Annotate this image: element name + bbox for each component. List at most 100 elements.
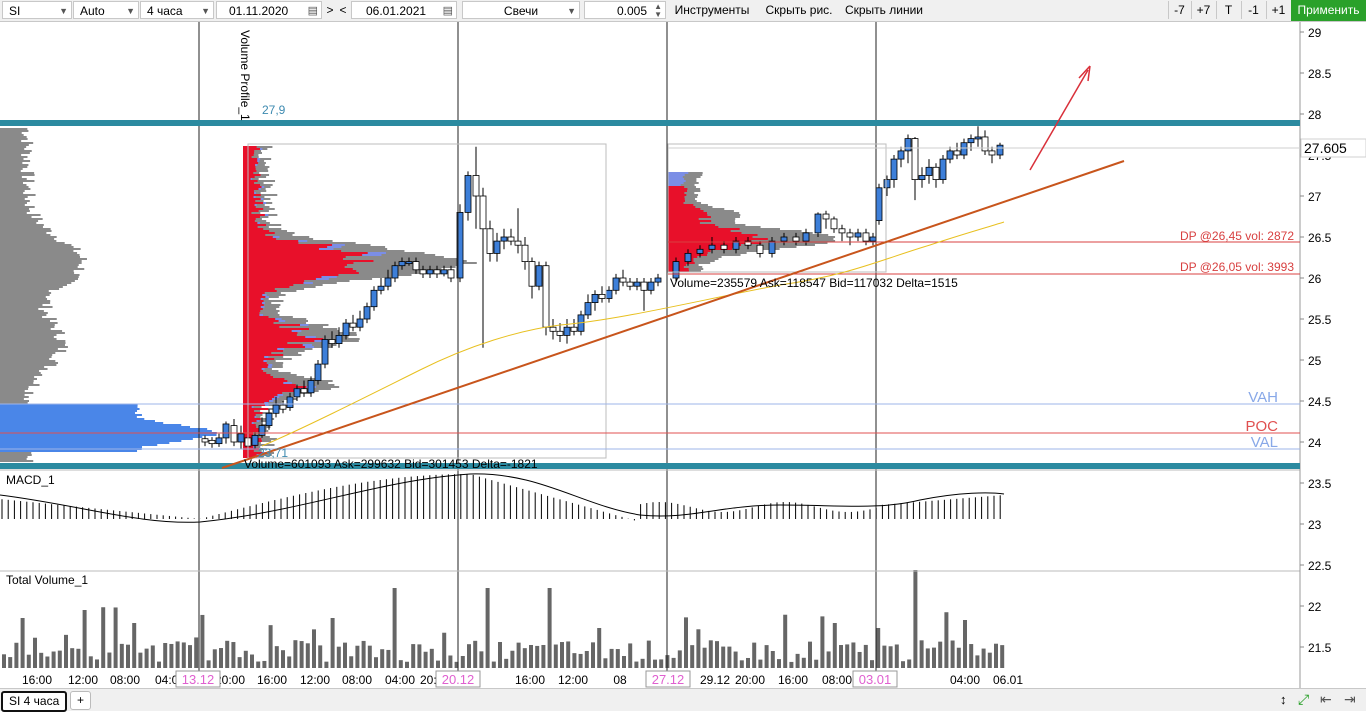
profile-bar-bid [305, 336, 316, 338]
resize-vertical-icon[interactable]: ↕ [1280, 692, 1287, 707]
prev-button[interactable]: < [337, 1, 349, 19]
scroll-left-icon[interactable]: ⇤ [1320, 691, 1332, 707]
fullscreen-icon[interactable]: ⤢ [1298, 691, 1310, 707]
profile-bar-ask [243, 306, 261, 308]
candle-bear [486, 228, 494, 254]
profile2-bar-total [668, 218, 736, 220]
candle-bull [265, 412, 273, 426]
volume-bar [101, 607, 106, 668]
profile-bar-total [243, 190, 267, 192]
candle-bear [598, 293, 606, 299]
plus1-button[interactable]: +1 [1266, 1, 1290, 19]
candle-bear [822, 213, 830, 220]
left-profile-bar [0, 228, 51, 230]
profile-bar-ask [243, 150, 255, 152]
left-profile-bar [0, 302, 51, 304]
profile-bar-ask [243, 360, 264, 362]
symbol-select[interactable]: SI ▼ [2, 1, 72, 19]
profile-bar-ask [243, 268, 353, 270]
profile-bar-bid [251, 422, 254, 424]
left-profile-bar [0, 406, 138, 408]
left-profile-bar [0, 326, 55, 328]
profile-bar-ask [243, 436, 256, 438]
volume-bar [268, 625, 273, 668]
volume-bar [628, 643, 633, 668]
profile-bar-ask [243, 256, 346, 258]
volume-bar [119, 643, 124, 668]
mode-select[interactable]: Auto ▼ [73, 1, 139, 19]
volume-bar [547, 588, 552, 668]
profile-bar-ask [243, 184, 260, 186]
volume-bar [870, 660, 874, 668]
profile-bar-ask [243, 262, 354, 264]
plus7-button[interactable]: +7 [1191, 1, 1215, 19]
candle-bull [869, 236, 877, 242]
volume-bar [529, 644, 533, 668]
left-profile-bar [0, 426, 191, 428]
profile-bar-bid [267, 366, 272, 368]
dp-label-2: DP @26,05 vol: 3993 [1180, 260, 1294, 274]
profile-bar-bid [264, 356, 269, 358]
minus1-button[interactable]: -1 [1241, 1, 1265, 19]
profile-bar-ask [243, 200, 256, 202]
left-profile-bar [0, 334, 57, 336]
profile2-bar-ask [668, 238, 768, 240]
profile-bar-ask [243, 192, 255, 194]
volume-bar [163, 642, 168, 668]
time-tick-label: 06.01 [993, 673, 1023, 687]
profile-bar-bid [278, 320, 286, 322]
add-tab-button[interactable]: + [70, 691, 92, 710]
price-tick-label: 22.5 [1308, 559, 1332, 573]
date-from-field[interactable]: 01.11.2020 ▤ [216, 1, 322, 19]
next-button[interactable]: > [324, 1, 336, 19]
profile-bar-ask [243, 290, 277, 292]
volume-bar [777, 659, 781, 668]
profile-bar-ask [243, 230, 270, 232]
profile-bar-total [243, 206, 270, 208]
chart-type-select[interactable]: Свечи ▼ [462, 1, 580, 19]
left-profile-bar [0, 314, 47, 316]
profile-bar-ask [243, 168, 256, 170]
t-button[interactable]: T [1216, 1, 1240, 19]
volume-bar [126, 644, 130, 668]
profile-bar-bid [256, 456, 260, 458]
profile-bar-ask [243, 338, 324, 340]
stepper-arrows-icon[interactable]: ▲ ▼ [654, 2, 662, 19]
apply-button[interactable]: Применить [1291, 0, 1366, 21]
profile2-bar-total [668, 202, 702, 204]
volume-bar [485, 588, 490, 668]
left-profile-bar [0, 226, 43, 228]
scroll-right-icon[interactable]: ⇥ [1344, 691, 1356, 707]
time-tick-label: 16:00 [515, 673, 545, 687]
candle-bear [932, 166, 940, 181]
profile2-bar-total [668, 176, 701, 178]
timeframe-select[interactable]: 4 часа ▼ [140, 1, 214, 19]
candle-bull [222, 423, 230, 439]
profile-bar-bid [254, 192, 256, 194]
candle-bear [846, 232, 854, 238]
hide-drawings-button[interactable]: Скрыть рис. [760, 1, 838, 19]
left-profile-bar [0, 158, 24, 160]
step-stepper[interactable]: 0.005 ▲ ▼ [584, 1, 666, 19]
tools-button[interactable]: Инструменты [670, 1, 754, 19]
volume-bar [969, 644, 974, 668]
profile-bar-bid [257, 158, 261, 160]
volume-bar [95, 659, 99, 668]
minus7-button[interactable]: -7 [1168, 1, 1190, 19]
left-profile-bar [0, 298, 48, 300]
left-profile-bar [0, 460, 34, 462]
chart-canvas[interactable]: Volume Profile_1 27,9 23,71 Volume=60109… [0, 22, 1366, 688]
profile-bar-total [243, 380, 333, 382]
profile-bar-ask [243, 220, 255, 222]
tab-si-4h[interactable]: SI 4 часа [1, 691, 68, 712]
date-to-field[interactable]: 06.01.2021 ▤ [351, 1, 457, 19]
candle-bull [996, 144, 1004, 156]
volume-bar [1000, 645, 1005, 668]
hide-lines-button[interactable]: Скрыть линии [840, 1, 928, 19]
left-profile-bar [0, 398, 24, 400]
profile-bar-ask [243, 266, 345, 268]
candle-bear [988, 150, 996, 156]
volume-bar [132, 623, 137, 668]
volume-bar [789, 661, 794, 668]
candle-bull [335, 334, 343, 344]
